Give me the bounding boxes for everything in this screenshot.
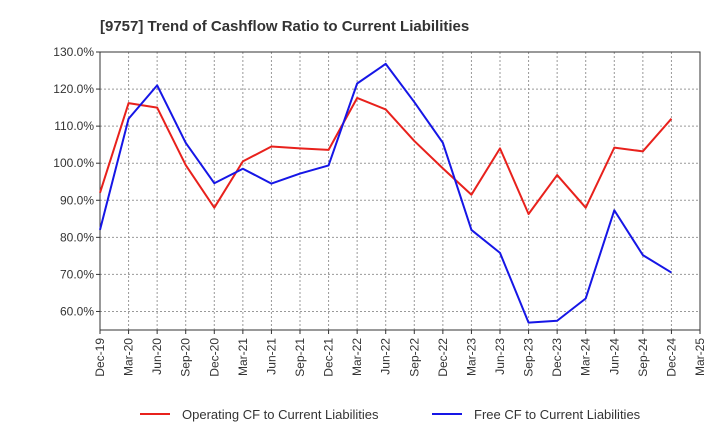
x-tick-label: Dec-19 [93, 338, 107, 377]
x-tick-label: Sep-23 [522, 338, 536, 377]
x-tick-label: Mar-25 [693, 338, 707, 376]
x-tick-label: Dec-21 [322, 338, 336, 377]
y-tick-label: 60.0% [60, 304, 94, 318]
y-tick-label: 120.0% [53, 82, 94, 96]
x-tick-label: Mar-20 [122, 338, 136, 376]
y-tick-label: 80.0% [60, 230, 94, 244]
chart-title: [9757] Trend of Cashflow Ratio to Curren… [100, 18, 469, 35]
x-tick-label: Jun-21 [264, 338, 278, 375]
x-tick-label: Dec-23 [550, 338, 564, 377]
x-tick-label: Dec-24 [664, 338, 678, 377]
plot-frame [99, 51, 701, 331]
series-lines [99, 62, 673, 324]
x-tick-label: Jun-23 [493, 338, 507, 375]
legend-label-2: Free CF to Current Liabilities [474, 407, 641, 422]
grid [100, 51, 700, 330]
x-tick-label: Jun-20 [150, 338, 164, 375]
x-tick-label: Mar-21 [236, 338, 250, 376]
x-tick-label: Sep-20 [179, 338, 193, 377]
y-tick-label: 130.0% [53, 45, 94, 59]
x-tick-label: Mar-22 [350, 338, 364, 376]
x-tick-label: Dec-22 [436, 338, 450, 377]
y-tick-label: 110.0% [54, 119, 94, 133]
x-tick-label: Jun-24 [607, 338, 621, 375]
axes: 60.0% 70.0% 80.0% 90.0% 100.0% 110.0% 120.0% 13… [53, 45, 707, 377]
x-tick-label: Sep-22 [407, 338, 421, 377]
x-tick-label: Sep-21 [293, 338, 307, 377]
x-tick-label: Mar-23 [464, 338, 478, 376]
series-line-1 [99, 96, 673, 215]
y-tick-label: 70.0% [60, 267, 94, 281]
y-tick-label: 90.0% [60, 193, 94, 207]
legend: Operating CF to Current Liabilities Free … [140, 407, 641, 422]
legend-label-1: Operating CF to Current Liabilities [182, 407, 379, 422]
x-tick-label: Mar-24 [579, 338, 593, 376]
x-tick-label: Jun-22 [379, 338, 393, 375]
y-tick-label: 100.0% [53, 156, 94, 170]
x-tick-label: Sep-24 [636, 338, 650, 377]
x-tick-label: Dec-20 [207, 338, 221, 377]
series-line-2 [99, 62, 672, 324]
